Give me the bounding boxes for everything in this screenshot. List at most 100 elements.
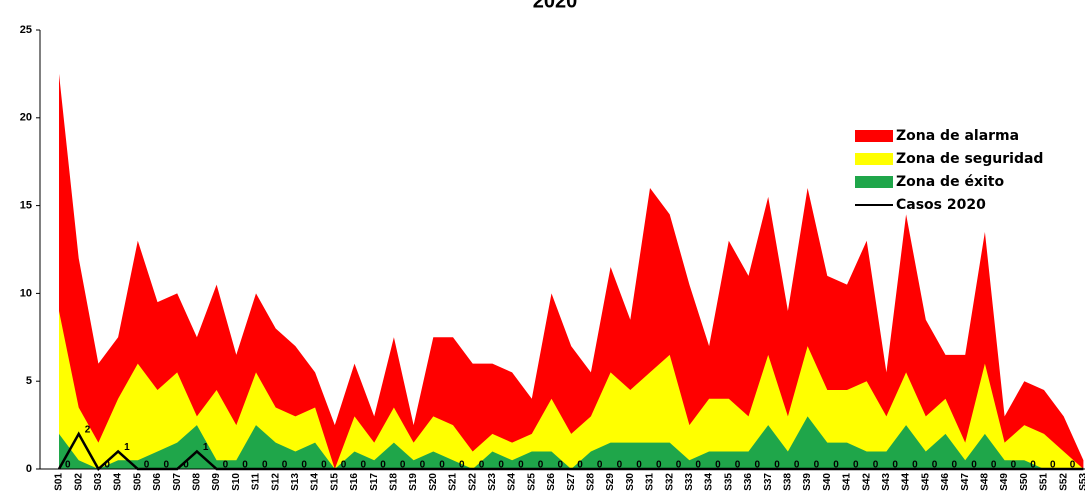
- x-tick-label: S30: [625, 473, 636, 491]
- legend-label: Casos 2020: [896, 197, 986, 213]
- data-label: 1: [124, 442, 130, 453]
- x-tick-label: S42: [861, 473, 872, 491]
- data-label: 1: [203, 442, 209, 453]
- data-label: 0: [695, 460, 701, 471]
- x-tick-label: S32: [664, 473, 675, 491]
- data-label: 0: [617, 460, 623, 471]
- y-tick-label: 15: [20, 200, 32, 212]
- data-label: 0: [164, 460, 170, 471]
- data-label: 2: [85, 425, 91, 436]
- x-tick-label: S11: [251, 473, 262, 491]
- x-tick-label: S04: [113, 473, 124, 491]
- data-label: 0: [65, 460, 71, 471]
- x-tick-label: S46: [940, 473, 951, 491]
- x-tick-label: S17: [369, 473, 380, 491]
- data-label: 0: [380, 460, 386, 471]
- x-tick-label: S21: [448, 473, 459, 491]
- data-label: 0: [814, 460, 820, 471]
- data-label: 0: [755, 460, 761, 471]
- x-tick-label: S36: [743, 473, 754, 491]
- data-label: 0: [873, 460, 879, 471]
- data-label: 0: [341, 460, 347, 471]
- data-label: 0: [420, 460, 426, 471]
- x-tick-label: S35: [723, 473, 734, 491]
- data-label: 0: [656, 460, 662, 471]
- x-tick-label: S08: [192, 473, 203, 491]
- data-label: 0: [282, 460, 288, 471]
- x-tick-label: S22: [467, 473, 478, 491]
- data-label: 0: [853, 460, 859, 471]
- data-label: 0: [479, 460, 485, 471]
- x-tick-label: S50: [1019, 473, 1030, 491]
- data-label: 0: [498, 460, 504, 471]
- x-tick-label: S24: [507, 473, 518, 491]
- x-tick-label: S09: [211, 473, 222, 491]
- x-tick-label: S12: [270, 473, 281, 491]
- data-label: 0: [892, 460, 898, 471]
- area: [59, 310, 1084, 469]
- x-tick-label: S34: [704, 473, 715, 491]
- x-tick-label: S19: [408, 473, 419, 491]
- x-tick-label: S28: [586, 473, 597, 491]
- x-tick-label: S38: [783, 473, 794, 491]
- x-tick-label: S07: [172, 473, 183, 491]
- legend-swatch: [855, 176, 893, 188]
- x-tick-label: S29: [605, 473, 616, 491]
- data-label: 0: [597, 460, 603, 471]
- data-label: 0: [774, 460, 780, 471]
- data-label: 0: [262, 460, 268, 471]
- x-tick-label: S48: [980, 473, 991, 491]
- data-label: 0: [735, 460, 741, 471]
- data-label: 0: [577, 460, 583, 471]
- x-tick-label: S16: [349, 473, 360, 491]
- legend-swatch: [855, 130, 893, 142]
- data-label: 0: [912, 460, 918, 471]
- x-tick-label: S43: [881, 473, 892, 491]
- x-tick-label: S49: [999, 473, 1010, 491]
- data-label: 0: [1070, 460, 1076, 471]
- x-tick-label: S51: [1039, 473, 1050, 491]
- data-label: 0: [439, 460, 445, 471]
- data-label: 0: [971, 460, 977, 471]
- x-tick-label: S25: [526, 473, 537, 491]
- data-label: 0: [538, 460, 544, 471]
- y-tick-label: 10: [20, 287, 32, 299]
- x-tick-label: S02: [73, 473, 84, 491]
- x-tick-label: S10: [231, 473, 242, 491]
- x-tick-label: S31: [645, 473, 656, 491]
- data-label: 0: [1050, 460, 1056, 471]
- data-label: 0: [1011, 460, 1017, 471]
- data-label: 0: [558, 460, 564, 471]
- x-tick-label: S06: [152, 473, 163, 491]
- data-label: 0: [794, 460, 800, 471]
- data-label: 0: [636, 460, 642, 471]
- x-tick-label: S20: [428, 473, 439, 491]
- x-tick-label: S41: [842, 473, 853, 491]
- x-tick-label: S18: [389, 473, 400, 491]
- data-label: 0: [321, 460, 327, 471]
- x-tick-label: S03: [93, 473, 104, 491]
- data-label: 0: [1030, 460, 1036, 471]
- x-tick-label: S23: [487, 473, 498, 491]
- area: [59, 73, 1084, 470]
- data-label: 0: [952, 460, 958, 471]
- x-tick-label: S14: [310, 473, 321, 491]
- data-label: 0: [104, 460, 110, 471]
- data-label: 0: [676, 460, 682, 471]
- y-tick-label: 20: [20, 112, 32, 124]
- legend-label: Zona de éxito: [896, 174, 1004, 190]
- x-tick-label: S40: [822, 473, 833, 491]
- x-tick-label: S33: [684, 473, 695, 491]
- data-label: 0: [991, 460, 997, 471]
- x-tick-label: S45: [920, 473, 931, 491]
- x-tick-label: S15: [329, 473, 340, 491]
- chart-title: 2020: [533, 0, 578, 12]
- data-label: 0: [242, 460, 248, 471]
- x-tick-label: S37: [763, 473, 774, 491]
- data-label: 0: [361, 460, 367, 471]
- x-tick-label: S44: [901, 473, 912, 491]
- x-tick-label: S27: [566, 473, 577, 491]
- x-tick-label: S05: [132, 473, 143, 491]
- data-label: 0: [459, 460, 465, 471]
